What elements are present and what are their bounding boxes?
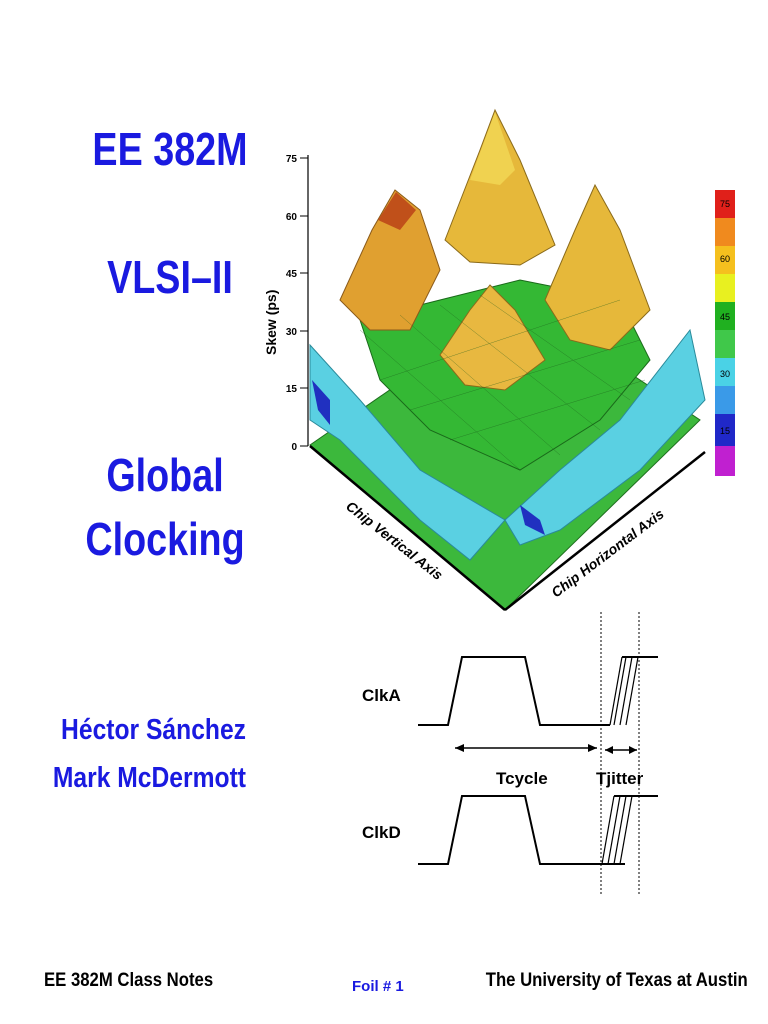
colorbar-label: 15 (720, 426, 730, 436)
surface-edge-left (309, 343, 506, 561)
footer-course-notes: EE 382M Class Notes (44, 970, 214, 991)
surface-edge-right (504, 328, 706, 546)
colorbar-label: 30 (720, 369, 730, 379)
colorbar-label: 60 (720, 254, 730, 264)
topic-title-line2: Clocking (85, 513, 245, 565)
colorbar-label: 45 (720, 312, 730, 322)
clkd-jitter-edges (601, 795, 633, 865)
colorbar-label: 75 (720, 199, 730, 209)
surface-mesh (359, 294, 646, 471)
colorbar-legend: 75 60 45 30 15 (715, 190, 735, 476)
clkd-label: ClkD (362, 823, 401, 842)
colorbar-swatch (715, 246, 735, 274)
footer-university: The University of Texas at Austin (485, 970, 748, 991)
z-tick-label: 30 (286, 327, 298, 338)
y-axis (504, 451, 706, 611)
course-title: EE 382M (92, 123, 248, 175)
surface-peak-back (444, 108, 556, 266)
z-tick-label: 60 (286, 212, 298, 223)
author-name: Héctor Sánchez (61, 714, 246, 746)
subject-title: VLSI–II (107, 251, 233, 303)
surface-peak-back-top (470, 112, 515, 185)
author-name: Mark McDermott (52, 762, 247, 794)
surface-peak-right (544, 183, 651, 351)
colorbar-swatch (715, 302, 735, 330)
surface-dip (520, 505, 545, 535)
colorbar-swatch (715, 274, 735, 302)
colorbar-swatch (715, 330, 735, 358)
timing-diagram: ClkA ClkD Tcycle Tjitter (362, 612, 658, 895)
colorbar-swatch (715, 446, 735, 476)
footer-foil-number: Foil # 1 (352, 978, 404, 995)
skew-surface-plot: 75 60 45 30 15 0 Skew (ps) Chip Vertical… (263, 108, 706, 611)
topic-title-line1: Global (106, 449, 224, 501)
clkd-waveform (418, 795, 602, 865)
colorbar-swatch (715, 190, 735, 218)
surface-dip (312, 380, 330, 425)
colorbar-swatch (715, 386, 735, 414)
z-tick-label: 45 (286, 269, 298, 280)
surface-peak-front (439, 284, 546, 391)
surface-peak-left-top (378, 192, 416, 230)
x-axis (309, 445, 506, 611)
tcycle-label: Tcycle (496, 769, 548, 788)
colorbar-swatch (715, 358, 735, 386)
clka-waveform (418, 656, 610, 726)
z-tick-label: 75 (286, 154, 298, 165)
clka-jitter-edges (609, 656, 639, 726)
colorbar-swatch (715, 218, 735, 246)
clka-label: ClkA (362, 686, 401, 705)
z-tick-label: 0 (291, 442, 297, 453)
z-tick-label: 15 (286, 384, 298, 395)
surface-peak-left (339, 189, 441, 331)
colorbar-swatch (715, 414, 735, 446)
tjitter-label: Tjitter (596, 769, 644, 788)
z-axis-label: Skew (ps) (263, 290, 279, 355)
